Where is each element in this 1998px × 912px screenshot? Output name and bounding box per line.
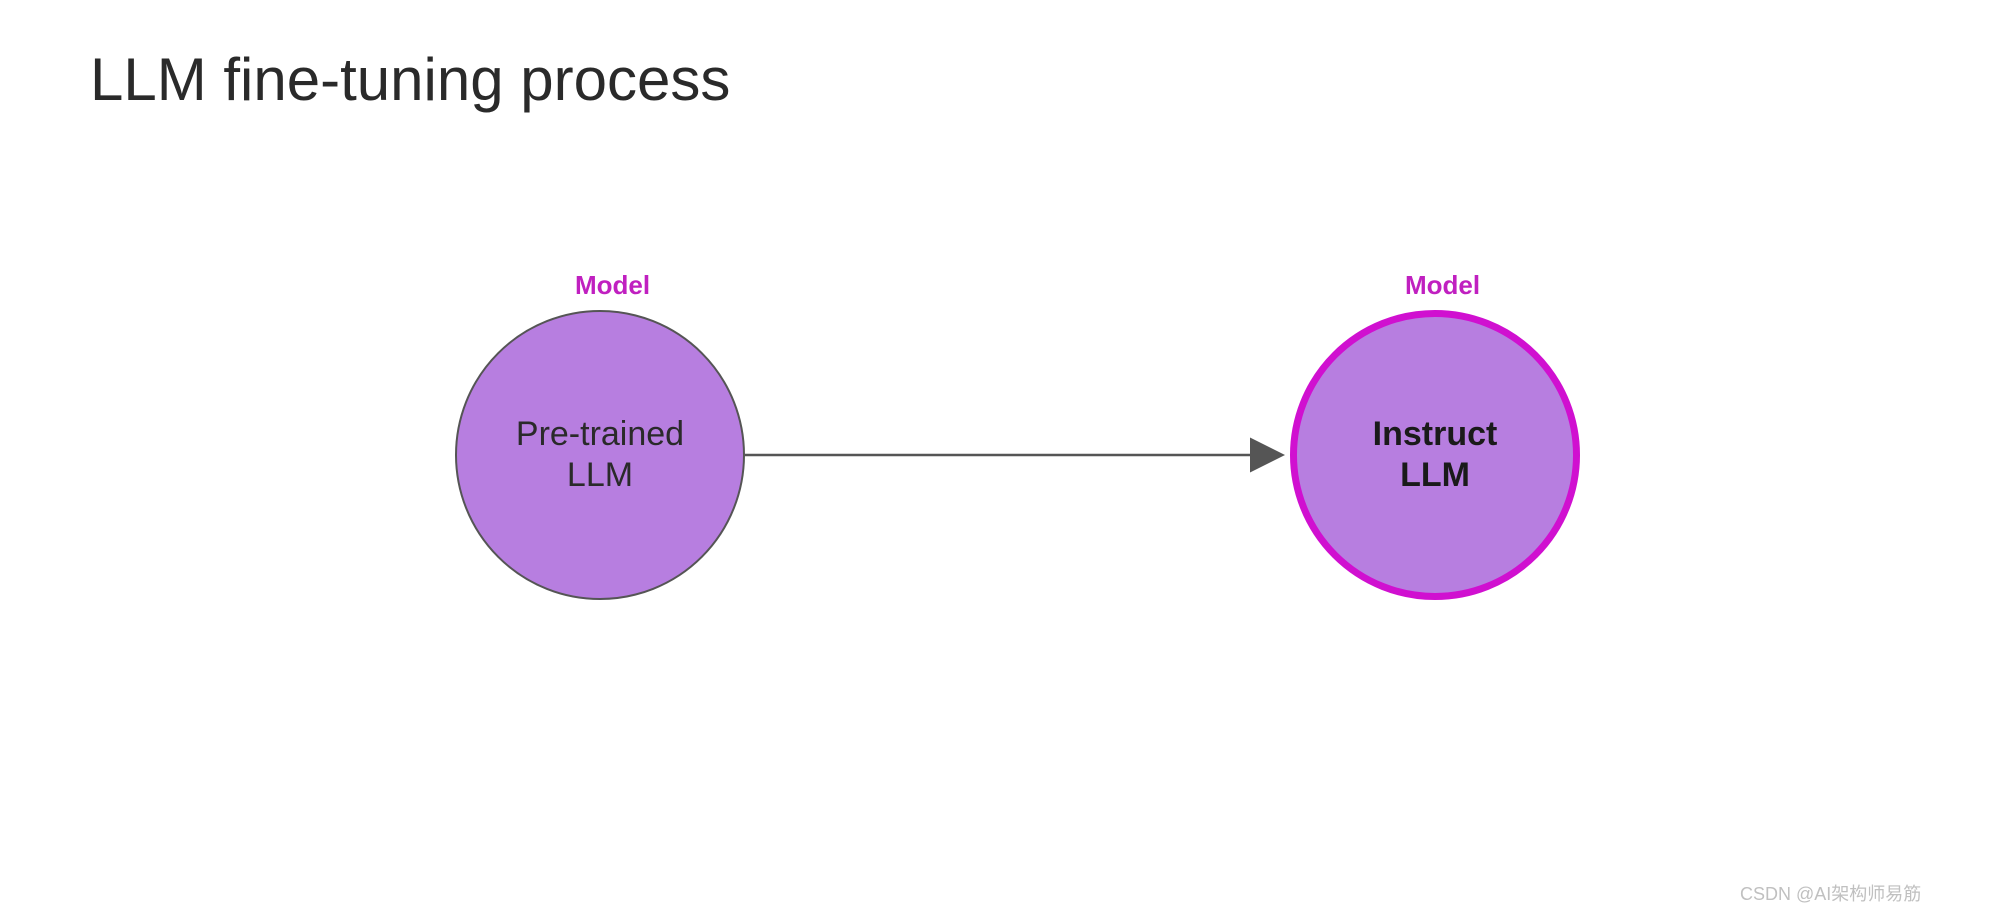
watermark-text: CSDN @AI架构师易筋 (1740, 880, 1921, 906)
node-circle-instruct: InstructLLM (1290, 310, 1580, 600)
node-label-instruct: Model (1405, 270, 1480, 301)
node-label-pretrained: Model (575, 270, 650, 301)
arrow-edge (0, 0, 1998, 912)
diagram-title: LLM fine-tuning process (90, 45, 730, 114)
node-text-pretrained: Pre-trainedLLM (516, 414, 684, 496)
node-circle-pretrained: Pre-trainedLLM (455, 310, 745, 600)
node-text-instruct: InstructLLM (1373, 414, 1498, 496)
